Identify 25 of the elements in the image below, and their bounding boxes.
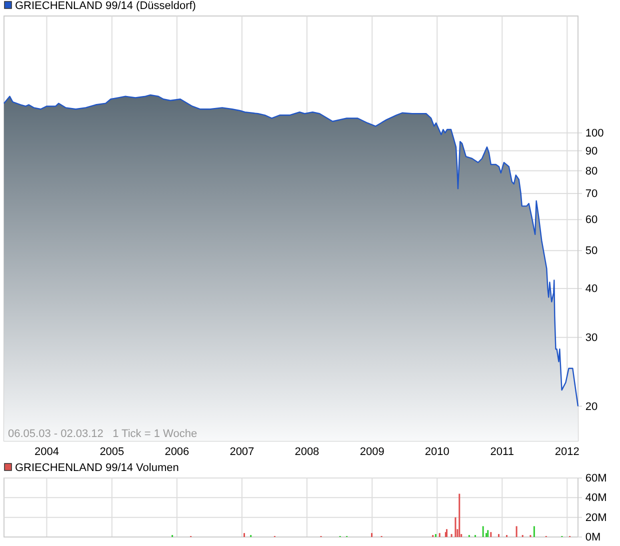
y-tick-label: 40M	[585, 492, 607, 504]
x-tick-label: 2011	[490, 446, 514, 458]
y-tick-label: 80	[585, 165, 598, 178]
y-tick-label: 60M	[585, 472, 607, 485]
x-tick-label: 2004	[34, 446, 59, 458]
y-tick-label: 20	[585, 400, 598, 413]
y-tick-label: 30	[585, 332, 598, 344]
legend-label: GRIECHENLAND 99/14 (Düsseldorf)	[15, 0, 196, 12]
x-tick-label: 2006	[164, 446, 190, 458]
y-tick-label: 40	[585, 283, 598, 296]
y-tick-label: 60	[585, 214, 598, 226]
y-tick-label: 90	[585, 145, 598, 158]
y-tick-label: 20M	[585, 512, 607, 524]
x-tick-label: 2010	[424, 446, 450, 458]
y-tick-label: 50	[585, 245, 598, 258]
x-tick-label: 2005	[100, 446, 124, 458]
x-tick-label: 2008	[294, 446, 320, 458]
x-tick-label: 2009	[360, 446, 384, 458]
y-tick-label: 100	[585, 127, 604, 140]
y-tick-label: 0M	[585, 532, 601, 544]
x-tick-label: 2007	[230, 446, 254, 458]
y-tick-label: 70	[585, 188, 598, 200]
x-tick-label: 2012	[554, 446, 580, 458]
annotation: 06.05.03 - 02.03.12 1 Tick = 1 Woche	[8, 428, 198, 440]
legend-label: GRIECHENLAND 99/14 Volumen	[15, 462, 179, 474]
